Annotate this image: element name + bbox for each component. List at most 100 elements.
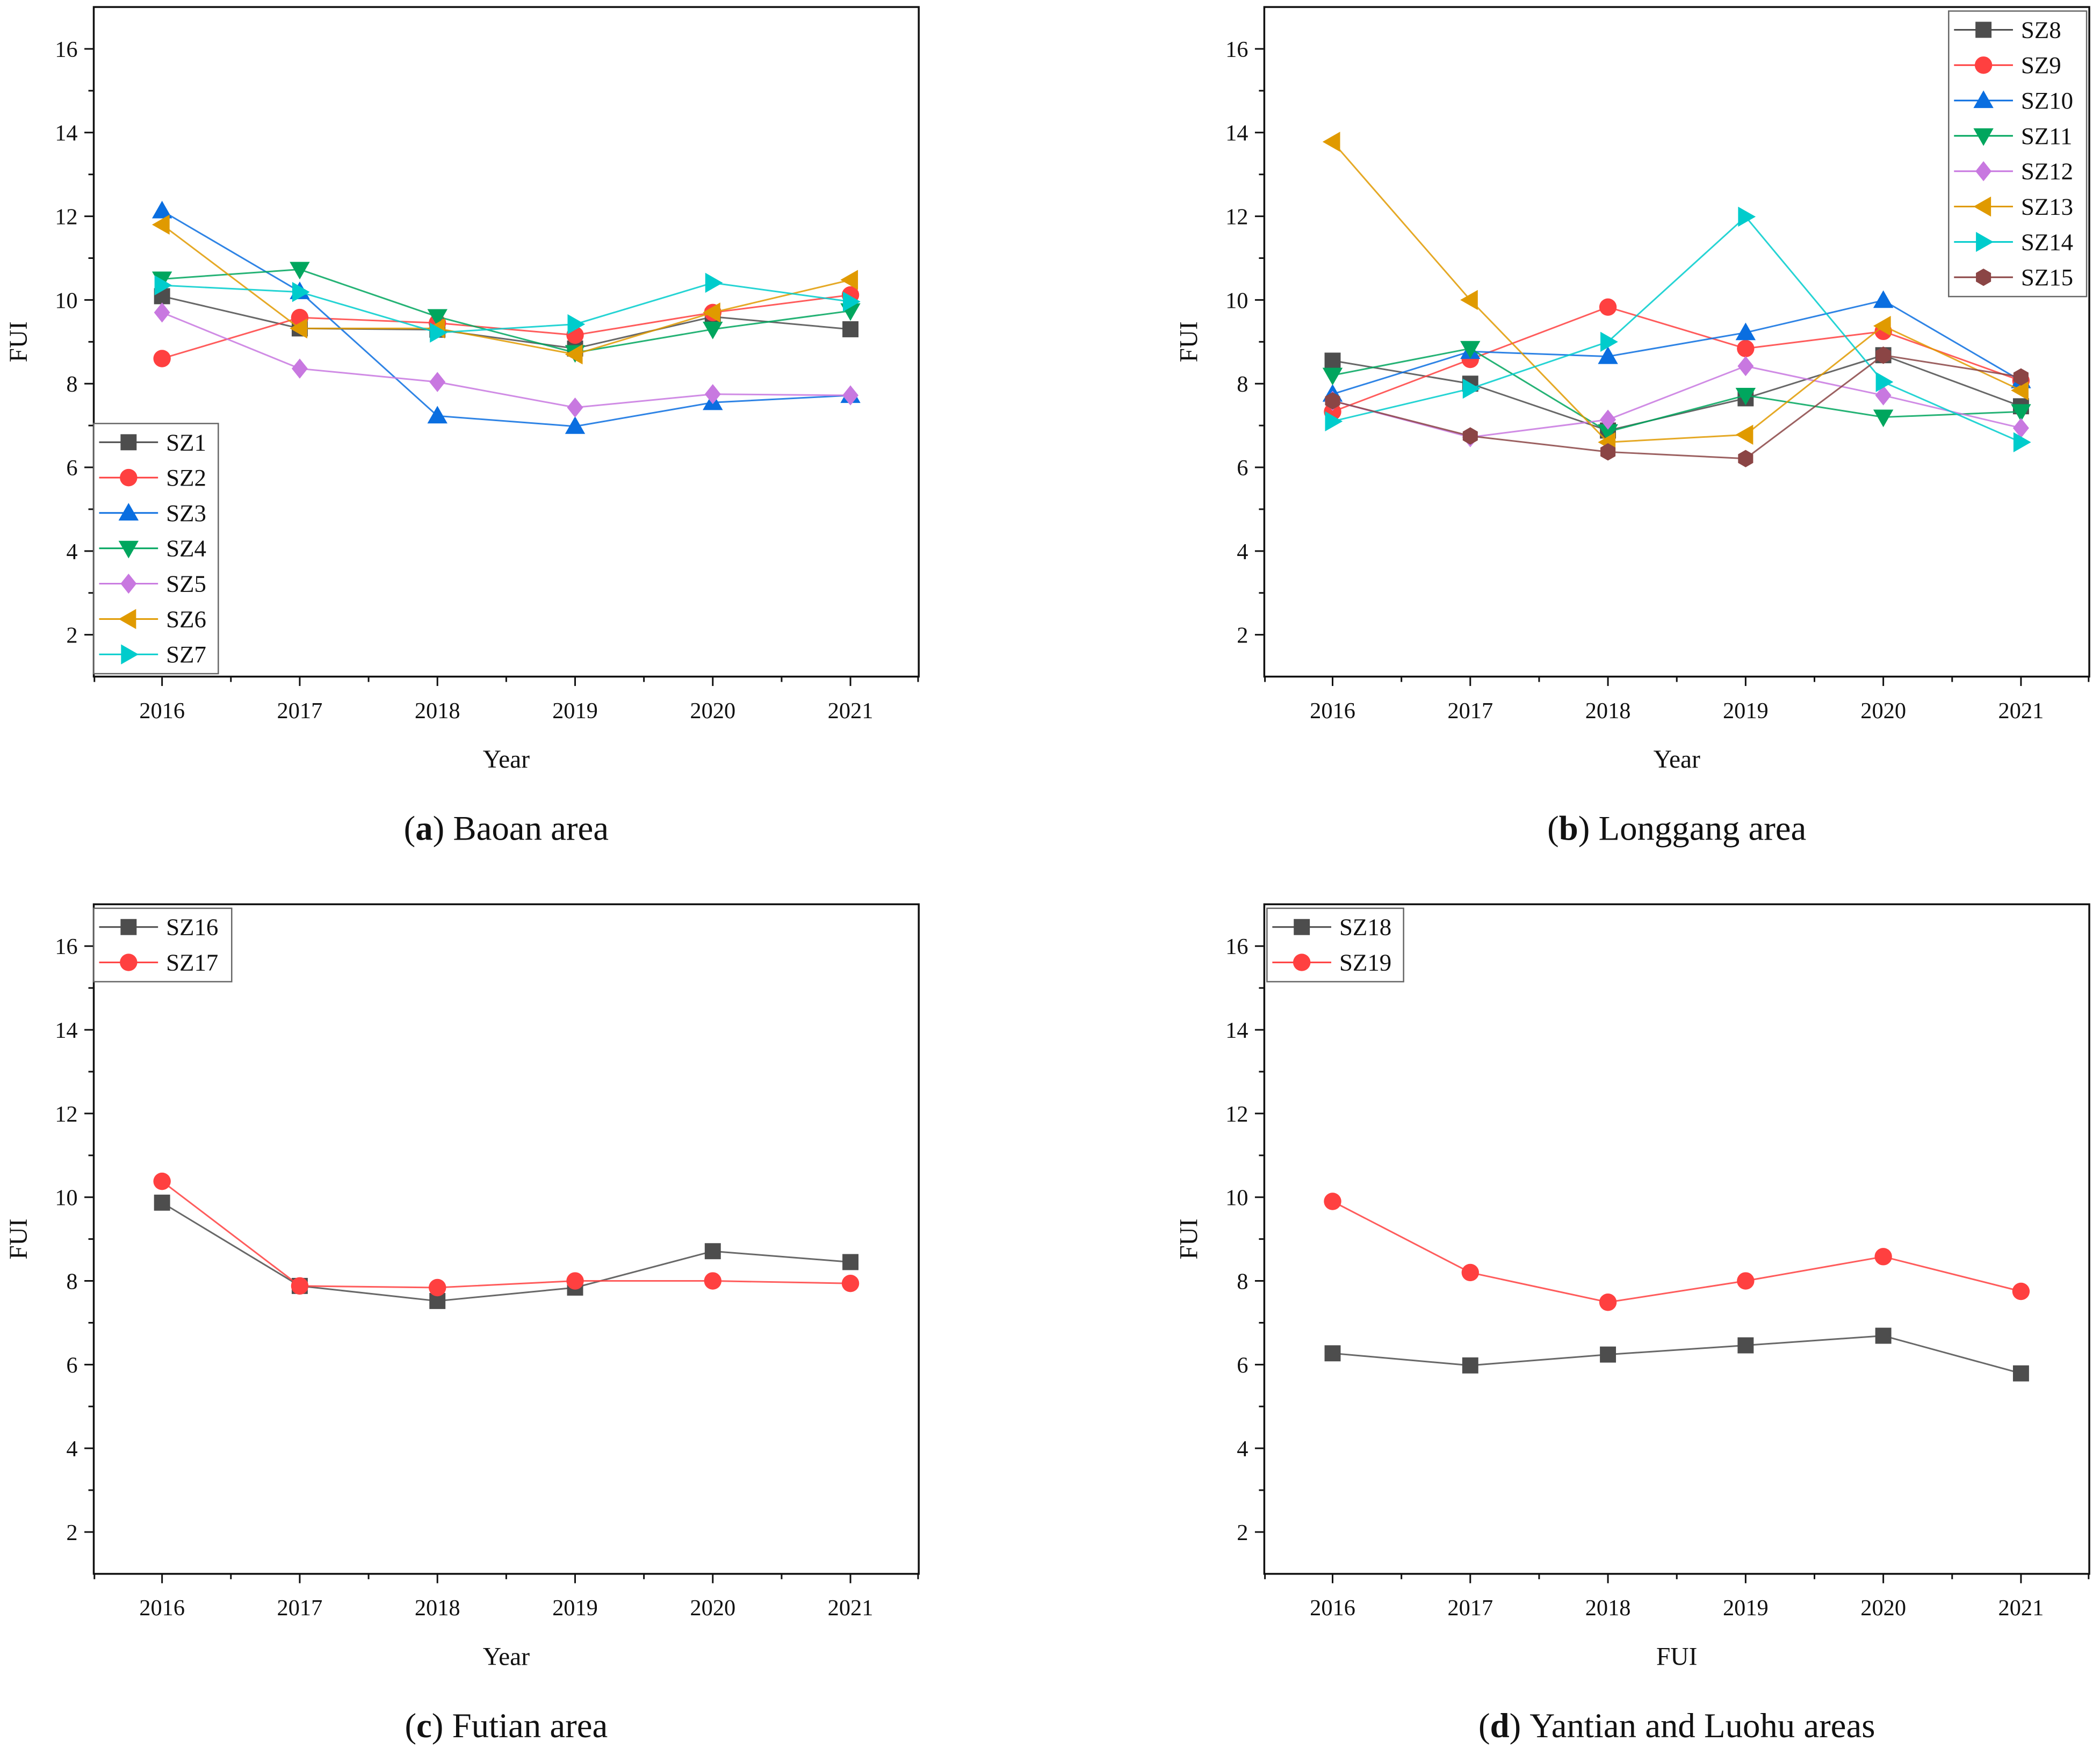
- series-SZ17: [153, 1172, 860, 1297]
- data-point: [429, 1278, 446, 1297]
- data-point: [1322, 132, 1340, 152]
- x-tick-label: 2019: [1723, 698, 1769, 724]
- data-point: [1462, 378, 1481, 399]
- y-tick-label: 14: [55, 121, 77, 146]
- series-line: [1332, 365, 2022, 438]
- data-point: [1600, 443, 1616, 461]
- series-SZ11: [1322, 341, 2031, 442]
- data-point: [842, 321, 859, 337]
- data-point: [1735, 388, 1756, 406]
- x-tick-label: 2017: [277, 698, 323, 724]
- caption-paren: (: [1547, 810, 1559, 848]
- y-tick-label: 16: [55, 37, 77, 62]
- series-SZ9: [1324, 298, 2030, 421]
- legend: SZ8 SZ9 SZ10 SZ11 SZ12 SZ13 SZ14 SZ15: [1948, 10, 2088, 298]
- series-line: [1332, 215, 2022, 443]
- legend-marker: [120, 573, 137, 594]
- legend-label: SZ11: [2021, 122, 2073, 149]
- data-point: [1737, 1337, 1754, 1354]
- caption-label: a: [415, 810, 432, 848]
- legend-label: SZ15: [2021, 264, 2073, 291]
- y-tick-label: 6: [1237, 456, 1248, 481]
- data-point: [841, 1275, 860, 1292]
- caption-text: Longgang area: [1599, 810, 1807, 848]
- caption-text: Futian area: [452, 1707, 608, 1745]
- x-tick-label: 2017: [277, 1595, 323, 1621]
- caption-text: Yantian and Luohu areas: [1529, 1707, 1875, 1745]
- data-point: [1600, 1346, 1617, 1363]
- data-point: [2012, 1365, 2029, 1382]
- data-point: [2013, 432, 2031, 452]
- x-tick-label: 2021: [1998, 1595, 2044, 1621]
- legend-label: SZ5: [166, 570, 206, 597]
- data-point: [429, 372, 446, 392]
- series-line: [1332, 348, 2021, 433]
- series-line: [161, 223, 851, 356]
- data-point: [842, 1254, 859, 1270]
- y-tick-label: 2: [1237, 1520, 1248, 1545]
- legend-label: SZ6: [166, 605, 206, 632]
- data-point: [1598, 346, 1618, 364]
- data-point: [1737, 1272, 1755, 1290]
- data-point: [840, 270, 858, 290]
- legend-label: SZ19: [1339, 949, 1391, 976]
- series-SZ5: [154, 302, 859, 418]
- data-point: [1598, 424, 1618, 442]
- legend-marker: [1976, 268, 1991, 286]
- plot-frame: [92, 903, 920, 1575]
- y-tick-label: 4: [66, 1436, 77, 1462]
- x-axis-title: FUI: [1656, 1643, 1697, 1671]
- data-point: [1599, 1294, 1617, 1311]
- panel-caption: (d) Yantian and Luohu areas: [1478, 1707, 1875, 1745]
- data-point: [1325, 411, 1343, 432]
- data-point: [427, 406, 448, 424]
- y-tick-label: 2: [66, 1520, 77, 1545]
- x-tick-label: 2018: [415, 1595, 460, 1621]
- y-tick-label: 6: [1237, 1353, 1248, 1378]
- data-point: [1738, 450, 1753, 467]
- data-point: [1461, 1263, 1480, 1282]
- x-tick-label: 2021: [828, 698, 874, 724]
- series-SZ13: [1322, 132, 2029, 452]
- data-point: [1460, 341, 1481, 359]
- x-tick-label: 2018: [1585, 698, 1631, 724]
- data-point: [704, 1272, 721, 1290]
- caption-label: b: [1559, 810, 1578, 848]
- series-line: [161, 210, 851, 428]
- data-point: [2012, 418, 2029, 438]
- legend-box: [1948, 10, 2088, 298]
- series-SZ16: [154, 1194, 859, 1309]
- legend-marker: [1294, 919, 1310, 935]
- chart-panel-a: 2 4 6 8 10 12 14 16 2016 2017 2018 2019 2020 2021 Year…: [5, 6, 920, 848]
- data-point: [291, 358, 308, 379]
- x-tick-label: 2020: [1860, 698, 1906, 724]
- legend-marker: [1975, 21, 1992, 38]
- y-tick-label: 16: [1225, 37, 1248, 62]
- x-tick-label: 2019: [1723, 1595, 1769, 1621]
- data-point: [1599, 298, 1617, 316]
- legend-marker: [1975, 161, 1992, 182]
- data-point: [566, 1272, 584, 1290]
- series-line: [1332, 299, 2022, 395]
- data-point: [704, 1243, 721, 1260]
- data-point: [705, 272, 723, 293]
- data-point: [291, 1277, 309, 1295]
- series-SZ3: [151, 200, 861, 434]
- data-point: [843, 291, 861, 312]
- y-tick-label: 2: [66, 623, 77, 648]
- series-SZ7: [154, 272, 861, 343]
- y-tick-label: 6: [66, 456, 77, 481]
- legend-label: SZ3: [166, 500, 206, 526]
- legend-marker: [1293, 953, 1311, 971]
- series-SZ4: [151, 262, 861, 363]
- legend-label: SZ9: [2021, 52, 2061, 78]
- legend-box: [93, 907, 233, 982]
- chart-panel-b: 2 4 6 8 10 12 14 16 2016 2017 2018 2019 2020 2021 Year…: [1175, 6, 2090, 848]
- legend-marker: [120, 919, 137, 935]
- x-tick-label: 2020: [690, 1595, 735, 1621]
- data-point: [565, 344, 583, 365]
- series-line: [1332, 141, 2022, 443]
- data-point: [1875, 1327, 1892, 1344]
- y-tick-label: 14: [1225, 121, 1248, 146]
